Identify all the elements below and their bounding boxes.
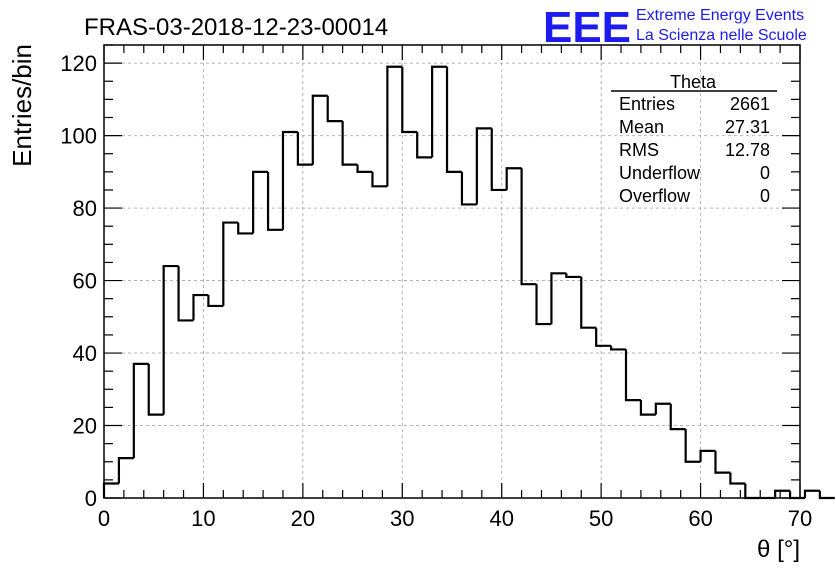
histogram-bin: [266, 171, 283, 231]
stats-value: 2661: [730, 94, 770, 114]
axes: [103, 44, 801, 499]
histogram-bin: [371, 171, 388, 188]
stats-value: 27.31: [725, 117, 770, 137]
histogram-bin: [609, 345, 626, 351]
histogram-bin: [177, 266, 194, 322]
histogram-bin: [505, 167, 522, 190]
x-tick-label: 0: [98, 506, 110, 531]
y-tick-label: 120: [60, 51, 97, 76]
logo-line-1: Extreme Energy Events: [636, 7, 804, 24]
histogram-bin: [624, 349, 641, 402]
histogram-bin: [207, 295, 224, 308]
histogram-bin: [237, 222, 254, 235]
histogram-bin: [311, 94, 328, 165]
stats-value: 0: [760, 186, 770, 206]
y-tick-label: 100: [60, 124, 97, 149]
x-tick-label: 10: [191, 506, 215, 531]
stats-label: Entries: [619, 94, 675, 114]
x-tick-label: 60: [688, 506, 712, 531]
histogram-bin: [595, 327, 612, 347]
histogram-bin: [490, 128, 507, 192]
stats-rows: Entries 2661 Mean 27.31 RMS 12.78 Underflow 0 Ov…: [619, 94, 770, 206]
x-axis-title: θ [°]: [757, 536, 800, 563]
logo-mark: EEE: [543, 3, 631, 52]
eee-logo: EEE Extreme Energy Events La Scienza nel…: [543, 3, 807, 52]
histogram-bin: [699, 449, 716, 462]
logo-line-2: La Scienza nelle Scuole: [636, 27, 807, 44]
histogram-bin: [744, 483, 761, 500]
y-tick-label: 40: [73, 341, 97, 366]
histogram-bin: [639, 400, 656, 416]
histogram-bin: [192, 293, 209, 321]
histogram-bin: [431, 65, 448, 158]
stats-label: RMS: [619, 140, 659, 160]
y-tick-label: 0: [85, 486, 97, 511]
x-tick-label: 20: [291, 506, 315, 531]
tick-labels: 0 10 20 30 40 50 60 70 0 20 40 60 80 100 120: [60, 51, 812, 531]
x-tick-label: 40: [489, 506, 513, 531]
histogram-bin: [222, 221, 239, 306]
y-tick-label: 80: [73, 196, 97, 221]
histogram-bin: [416, 131, 433, 159]
histogram-bin: [654, 402, 671, 415]
histogram-bin: [520, 168, 537, 286]
histogram-bin: [162, 264, 179, 415]
histogram-bin: [475, 127, 492, 205]
run-title: FRAS-03-2018-12-23-00014: [84, 14, 388, 41]
histogram-bin: [714, 450, 731, 474]
histogram-bin: [401, 66, 418, 134]
histogram-bin: [132, 362, 149, 459]
histogram-bin: [684, 429, 701, 463]
x-tick-label: 70: [788, 506, 812, 531]
histogram-bin: [669, 403, 686, 431]
histogram-bin: [580, 276, 597, 329]
histogram-bin: [296, 131, 313, 166]
histogram-bin: [729, 472, 746, 485]
x-tick-label: 30: [390, 506, 414, 531]
histogram-bin: [460, 171, 477, 206]
histogram-bin: [117, 457, 134, 484]
stats-label: Underflow: [619, 163, 701, 183]
stats-value: 12.78: [725, 140, 770, 160]
y-tick-label: 60: [73, 269, 97, 294]
histogram-bin: [356, 164, 373, 173]
histogram-bin: [818, 490, 835, 500]
histogram-bin: [102, 482, 119, 498]
histogram-bin: [535, 284, 552, 326]
histogram-bin: [326, 95, 343, 123]
x-tick-label: 50: [589, 506, 613, 531]
plot-frame: [103, 44, 801, 499]
histogram-series: [102, 65, 835, 500]
histogram-bin: [252, 170, 269, 234]
stats-title: Theta: [670, 72, 717, 92]
stats-box: Theta Entries 2661 Mean 27.31 RMS 12.78 Underf…: [611, 72, 777, 206]
histogram-bin: [565, 273, 582, 279]
stats-label: Mean: [619, 117, 664, 137]
y-tick-label: 20: [73, 414, 97, 439]
stats-label: Overflow: [619, 186, 691, 206]
histogram-bin: [788, 490, 805, 500]
histogram-bin: [445, 66, 462, 173]
histogram-bin: [341, 121, 358, 166]
histogram-bin: [803, 489, 820, 498]
histogram-bin: [550, 272, 567, 325]
histogram-bin: [281, 130, 298, 230]
histogram-bin: [147, 363, 164, 416]
y-axis-title: Entries/bin: [7, 44, 37, 167]
histogram-bin: [774, 489, 791, 498]
grid: [104, 45, 800, 498]
histogram-bin: [386, 65, 403, 187]
stats-value: 0: [760, 163, 770, 183]
